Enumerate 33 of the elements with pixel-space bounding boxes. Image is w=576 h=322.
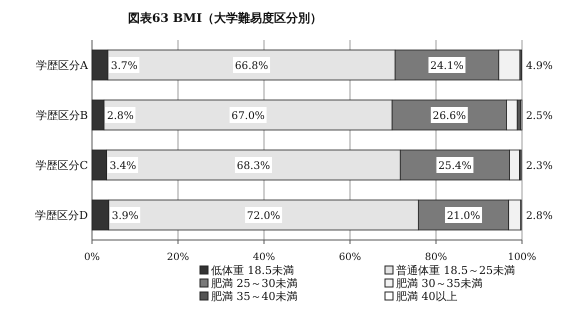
data-label: 2.8% [526, 210, 553, 222]
data-label: 24.1% [430, 60, 464, 72]
data-label: 25.4% [438, 160, 472, 172]
data-label: 66.8% [234, 60, 268, 72]
data-label: 2.5% [526, 110, 553, 122]
data-label: 26.6% [432, 110, 466, 122]
legend-label: 肥満 35～40未満 [211, 290, 298, 303]
legend-label: 普通体重 18.5～25未満 [396, 264, 515, 277]
legend-label: 肥満 30～35未満 [396, 277, 482, 290]
legend-label: 肥満 40以上 [396, 290, 458, 303]
data-label: 67.0% [231, 110, 265, 122]
data-label: 3.7% [110, 60, 138, 72]
y-tick-label: 学歴区分A [36, 59, 90, 72]
y-tick-label: 学歴区分D [35, 209, 88, 222]
data-label: 3.4% [110, 160, 136, 172]
data-label: 2.3% [526, 160, 553, 172]
x-tick-label: 60% [338, 252, 362, 263]
data-label: 4.9% [526, 60, 553, 72]
x-tick-label: 80% [424, 252, 448, 263]
data-label: 68.3% [236, 160, 270, 172]
data-label: 2.8% [107, 110, 134, 122]
y-tick-label: 学歴区分B [36, 109, 88, 122]
data-label: 21.0% [446, 210, 480, 222]
data-label: 72.0% [246, 210, 280, 222]
legend-label: 低体重 18.5未満 [211, 264, 294, 277]
x-tick-label: 40% [252, 252, 276, 263]
x-tick-label: 20% [166, 252, 190, 263]
x-tick-label: 0% [84, 252, 100, 263]
chart-title: 図表63 BMI（大学難易度区分別） [128, 11, 322, 25]
legend-label: 肥満 25～30未満 [211, 277, 298, 290]
y-tick-label: 学歴区分C [36, 159, 88, 172]
x-tick-label: 100% [508, 252, 536, 263]
data-label: 3.9% [112, 210, 138, 222]
